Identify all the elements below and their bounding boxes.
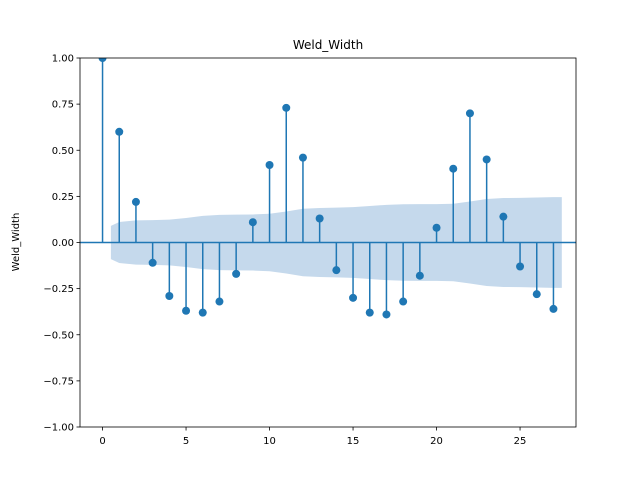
y-tick-label: −0.75	[43, 376, 74, 387]
stem-marker-lag-7	[215, 297, 224, 306]
stem-layer	[80, 58, 576, 319]
stem-marker-lag-0	[98, 58, 107, 62]
x-tick-label: 15	[347, 436, 360, 447]
stem-marker-lag-15	[349, 293, 358, 302]
stem-marker-lag-11	[282, 103, 291, 112]
x-tick-label: 10	[263, 436, 276, 447]
stem-marker-lag-6	[198, 308, 207, 317]
stem-marker-lag-21	[449, 164, 458, 173]
stem-marker-lag-19	[415, 271, 424, 280]
stem-marker-lag-8	[232, 269, 241, 278]
stem-marker-lag-25	[516, 262, 525, 271]
y-axis-label: Weld_Width	[11, 213, 22, 272]
stem-marker-lag-23	[482, 155, 491, 164]
y-tick-label: 0.00	[52, 238, 74, 249]
y-tick-label: 0.25	[52, 192, 74, 203]
stem-marker-lag-17	[382, 310, 391, 319]
stem-marker-lag-18	[399, 297, 408, 306]
stem-marker-lag-16	[365, 308, 374, 317]
x-tick-label: 25	[514, 436, 527, 447]
chart-title: Weld_Width	[293, 38, 363, 52]
stem-marker-lag-9	[248, 218, 257, 227]
stem-marker-lag-2	[131, 197, 140, 206]
x-tick-label: 20	[430, 436, 443, 447]
y-tick-label: −1.00	[43, 423, 74, 434]
stem-marker-lag-10	[265, 161, 274, 170]
stem-marker-lag-14	[332, 266, 341, 275]
axes-layer: 0 5 10 15 20 25 −1.00 −0.75 −0.50 −0.25 0.00 0.25 0.…	[43, 54, 577, 447]
stem-marker-lag-12	[298, 153, 307, 162]
y-tick-label: 0.75	[52, 100, 74, 111]
stem-marker-lag-1	[115, 127, 124, 136]
stem-marker-lag-4	[165, 292, 174, 301]
stem-marker-lag-26	[532, 290, 541, 299]
stem-marker-lag-27	[549, 304, 558, 313]
stem-marker-lag-22	[465, 109, 474, 118]
stem-marker-lag-20	[432, 223, 441, 232]
x-tick-label: 0	[99, 436, 105, 447]
y-tick-label: −0.50	[43, 330, 74, 341]
stem-marker-lag-5	[182, 306, 191, 315]
y-tick-label: 0.50	[52, 146, 74, 157]
y-tick-label: 1.00	[52, 54, 74, 65]
stem-marker-lag-3	[148, 258, 157, 267]
stem-marker-lag-24	[499, 212, 508, 221]
y-tick-label: −0.25	[43, 284, 74, 295]
x-tick-label: 5	[183, 436, 189, 447]
stem-marker-lag-13	[315, 214, 324, 223]
